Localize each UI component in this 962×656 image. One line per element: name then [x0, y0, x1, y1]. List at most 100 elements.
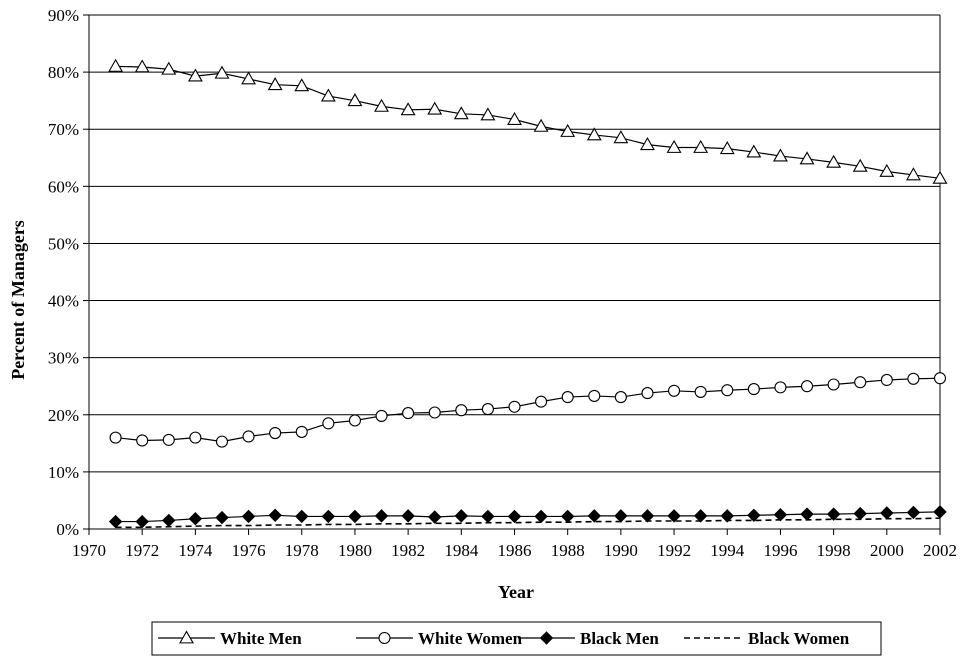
x-tick-label: 2000	[870, 541, 904, 560]
data-point-triangle	[108, 58, 124, 72]
tick-labels: 0% 10% 20% 30% 40% 50% 60% 70% 80% 90% 1970 1972 197…	[48, 6, 957, 560]
data-point-triangle	[267, 77, 283, 91]
data-point-circle	[721, 384, 734, 397]
series-black-women	[115, 517, 941, 529]
data-point-diamond	[108, 514, 123, 529]
x-tick-label: 1992	[657, 541, 691, 560]
x-tick-label: 1984	[444, 541, 479, 560]
x-tick-label: 1976	[232, 541, 266, 560]
y-tick-label: 0%	[56, 520, 79, 539]
legend-item-white-men: White Men	[158, 629, 302, 648]
data-point-circle	[800, 380, 814, 393]
x-tick-label: 1998	[817, 541, 851, 560]
data-point-triangle	[586, 127, 602, 141]
data-point-circle	[668, 384, 681, 397]
data-point-triangle	[772, 148, 788, 162]
data-point-diamond	[321, 509, 336, 524]
series-white-women	[109, 372, 947, 448]
data-point-triangle	[693, 139, 709, 153]
legend-item-black-women: Black Women	[684, 629, 850, 648]
data-point-triangle	[187, 68, 203, 82]
data-point-triangle	[852, 158, 868, 172]
data-point-triangle	[320, 88, 336, 102]
data-point-circle	[269, 427, 282, 440]
data-point-diamond	[188, 512, 203, 526]
y-tick-label: 10%	[48, 463, 79, 482]
y-tick-label: 80%	[48, 63, 79, 82]
x-tick-label: 1970	[72, 541, 106, 560]
x-tick-label: 2002	[923, 541, 957, 560]
data-point-triangle	[294, 78, 310, 92]
data-point-diamond	[826, 507, 841, 521]
x-axis-title: Year	[498, 582, 534, 602]
data-point-diamond	[906, 505, 921, 520]
data-point-diamond	[693, 509, 708, 523]
data-point-circle	[747, 383, 760, 396]
data-point-diamond	[880, 506, 894, 520]
data-point-triangle	[507, 111, 522, 125]
data-point-circle	[348, 414, 361, 427]
y-tick-label: 70%	[48, 120, 79, 139]
data-point-circle	[880, 373, 893, 386]
data-point-diamond	[162, 513, 176, 528]
data-point-diamond	[614, 509, 628, 523]
x-tick-label: 1996	[763, 541, 797, 560]
series-black-men	[108, 505, 947, 529]
data-point-circle	[322, 417, 335, 430]
x-tick-label: 1990	[604, 541, 638, 560]
data-point-diamond	[933, 505, 947, 519]
legend-label: Black Men	[580, 629, 659, 648]
data-point-triangle	[161, 61, 177, 75]
data-point-triangle	[905, 167, 921, 181]
data-point-diamond	[560, 509, 575, 524]
data-point-triangle	[241, 71, 257, 85]
data-point-circle	[295, 425, 308, 438]
data-point-diamond	[428, 510, 442, 524]
data-point-circle	[694, 385, 707, 398]
series-lines	[108, 58, 948, 529]
data-point-diamond	[773, 508, 788, 522]
data-point-diamond	[348, 509, 362, 524]
data-point-circle	[242, 430, 255, 443]
x-tick-label: 1978	[285, 541, 319, 560]
data-point-circle	[588, 389, 601, 402]
data-point-diamond	[215, 510, 229, 525]
legend-label: Black Women	[748, 629, 850, 648]
data-point-triangle	[826, 154, 842, 168]
data-point-diamond	[587, 509, 601, 523]
data-point-triangle	[879, 163, 895, 177]
data-point-diamond	[374, 509, 389, 523]
axes	[83, 14, 941, 535]
x-tick-label: 1988	[551, 541, 585, 560]
y-tick-label: 20%	[48, 406, 79, 425]
data-point-diamond	[454, 509, 469, 523]
legend-item-black-men: Black Men	[518, 629, 659, 648]
data-point-triangle	[719, 141, 735, 155]
data-point-circle	[907, 372, 920, 385]
data-point-diamond	[534, 509, 548, 524]
data-point-circle	[378, 631, 391, 645]
data-point-diamond	[800, 507, 814, 521]
data-point-triangle	[453, 106, 469, 120]
legend-label: White Men	[220, 629, 302, 648]
data-point-triangle	[347, 93, 363, 107]
data-point-triangle	[799, 151, 815, 165]
data-point-circle	[428, 406, 441, 419]
gridlines	[89, 14, 940, 473]
data-point-triangle	[746, 144, 762, 158]
data-point-diamond	[667, 509, 681, 523]
data-point-circle	[561, 391, 574, 404]
legend: White Men White Women Black Men Black Women	[151, 621, 882, 656]
data-point-diamond	[241, 509, 256, 524]
y-tick-label: 50%	[48, 234, 79, 253]
x-tick-label: 1974	[178, 541, 213, 560]
data-point-circle	[455, 404, 468, 417]
x-tick-label: 1982	[391, 541, 425, 560]
data-point-circle	[481, 403, 494, 416]
data-point-triangle	[932, 170, 948, 184]
data-point-circle	[614, 391, 627, 404]
data-point-diamond	[747, 508, 761, 523]
y-axis-title: Percent of Managers	[8, 220, 28, 380]
data-point-diamond	[481, 509, 495, 524]
